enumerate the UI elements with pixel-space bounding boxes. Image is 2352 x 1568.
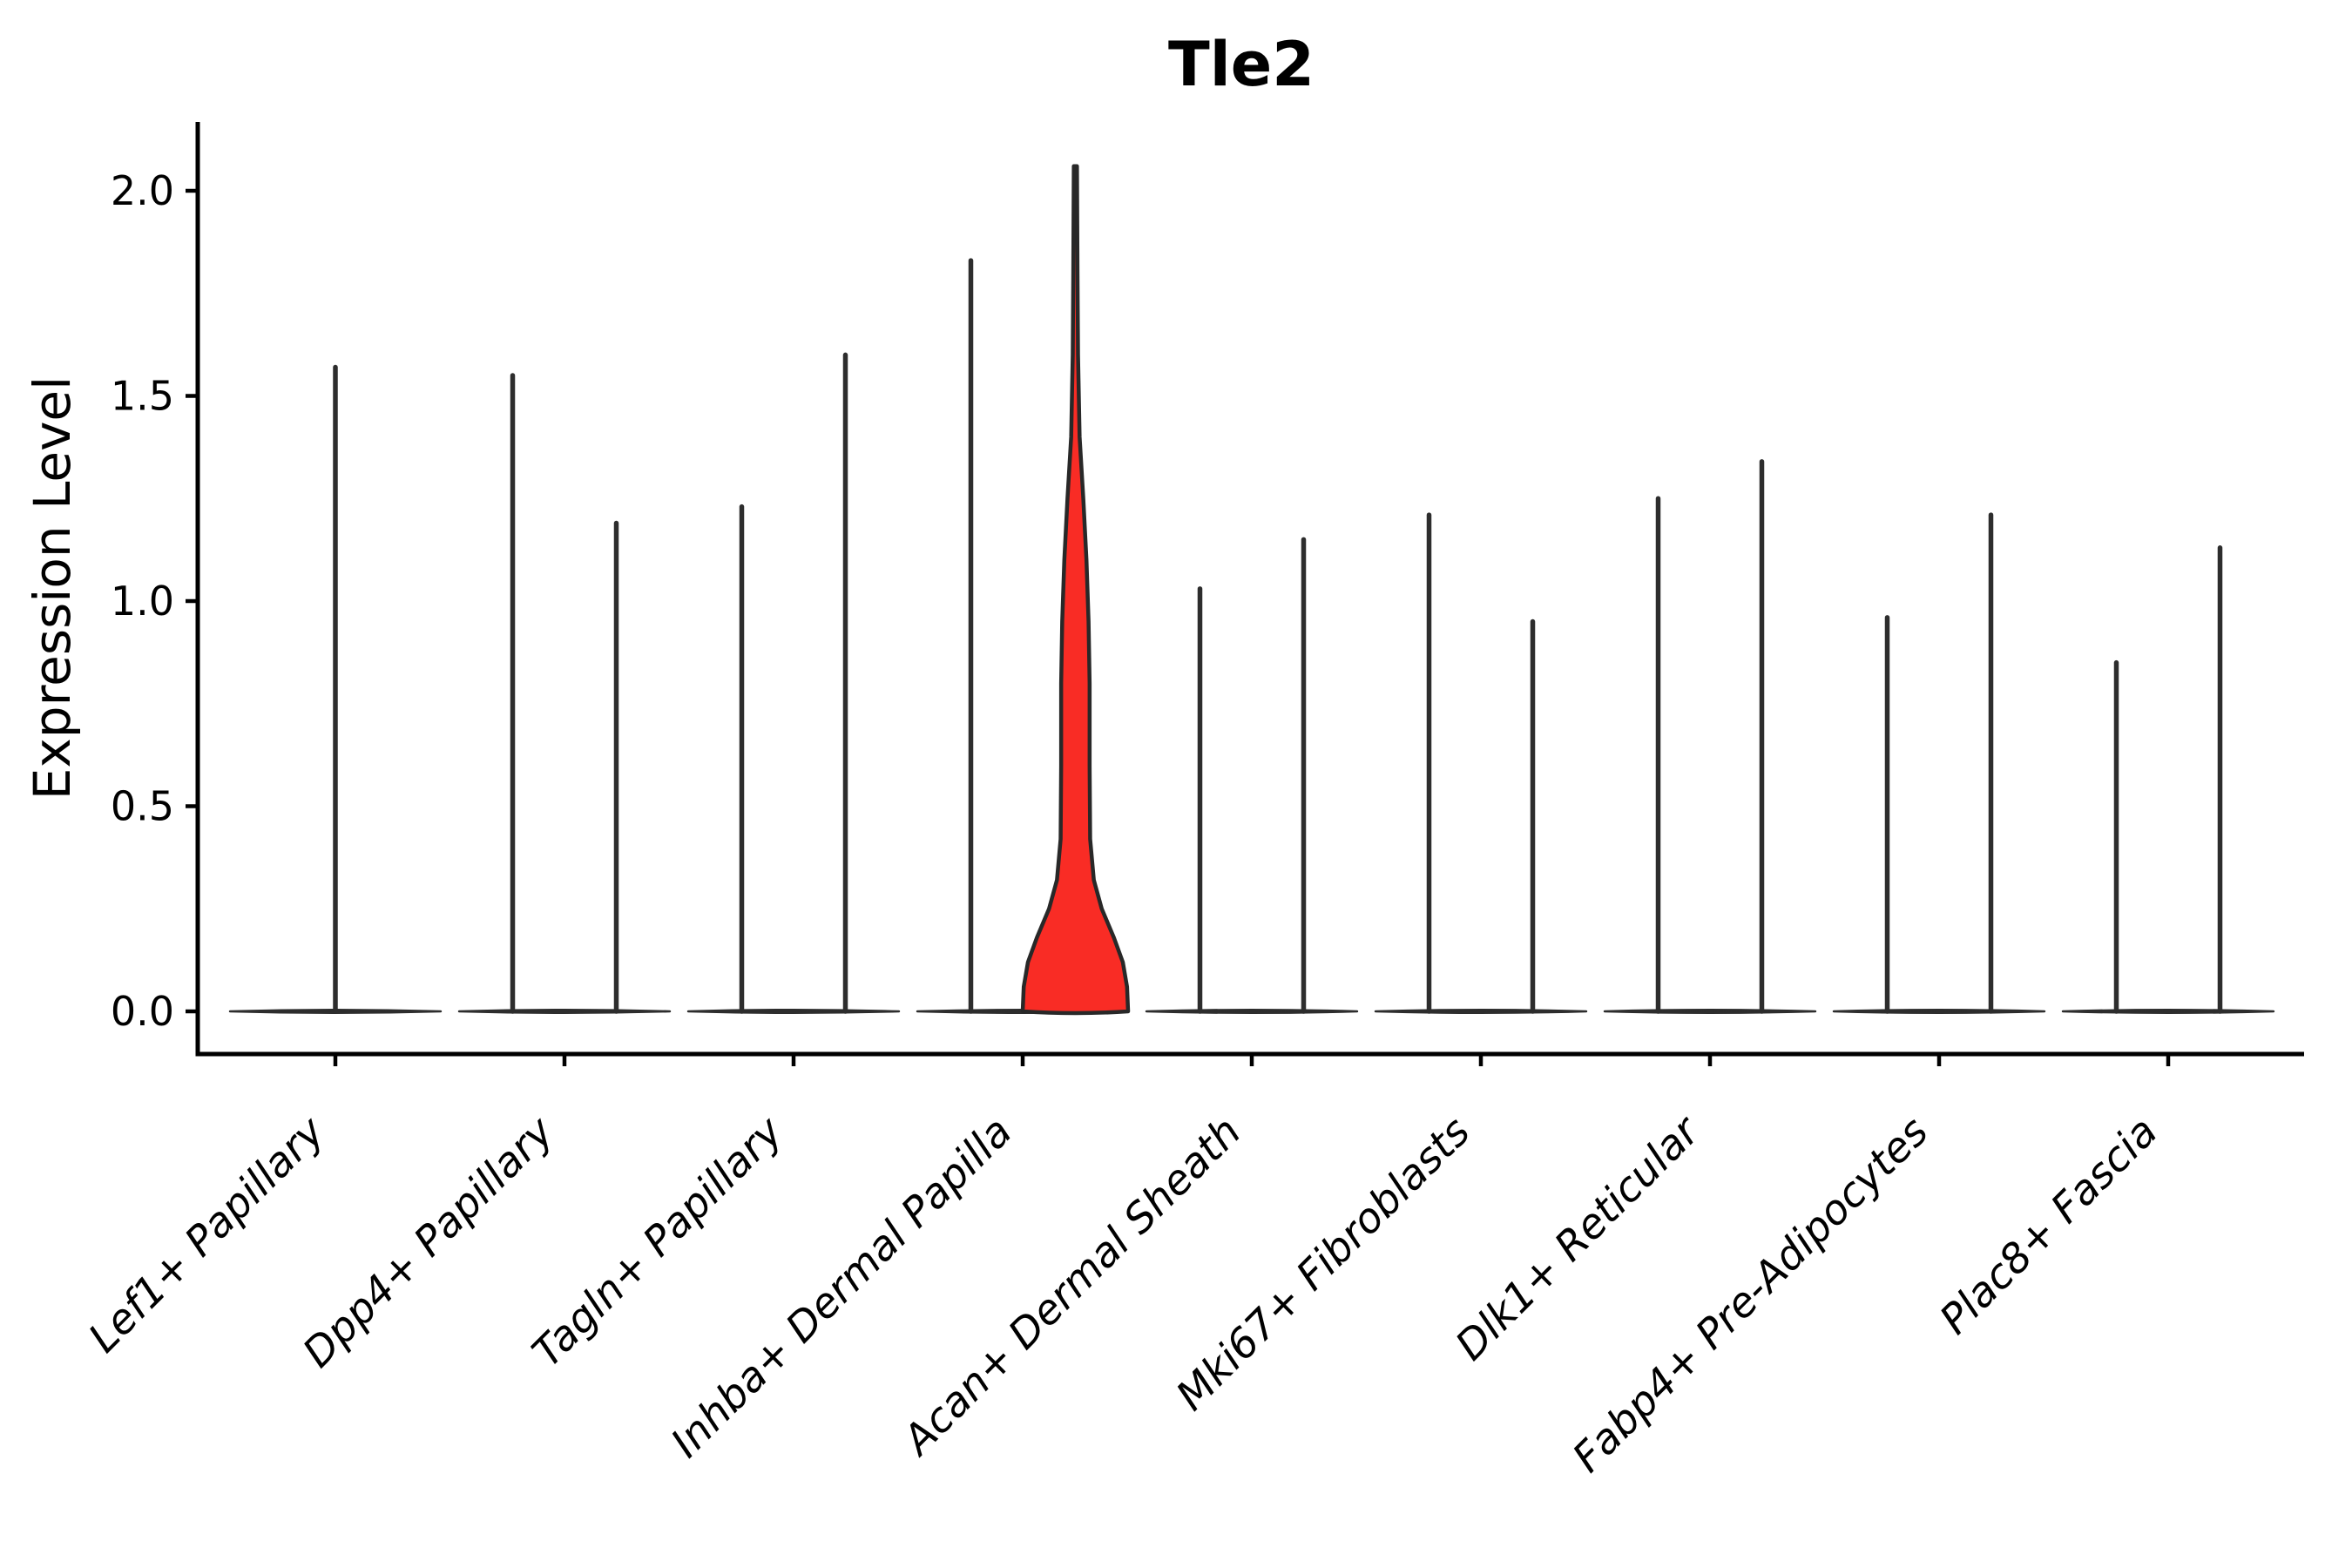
y-tick-label: 2.0 [111, 167, 174, 214]
highlight-violin [1020, 164, 1131, 1016]
violin-base [686, 1009, 901, 1014]
violin-base [1374, 1009, 1588, 1014]
x-tick-label: Dlk1+ Reticular [1447, 1106, 1711, 1370]
violin-base [457, 1009, 672, 1014]
y-axis-label: Expression Level [23, 376, 82, 800]
y-tick-label: 1.0 [111, 578, 174, 625]
y-tick-label: 0.0 [111, 988, 174, 1035]
chart-title: Tle2 [1168, 29, 1315, 100]
y-tick-label: 0.5 [111, 783, 174, 830]
x-tick-label: Plac8+ Fascia [1930, 1108, 2166, 1344]
violin-base [1832, 1009, 2046, 1014]
violin-base [2061, 1009, 2275, 1014]
x-tick-label: Dpp4+ Papillary [294, 1107, 564, 1377]
violin-group [228, 164, 2275, 1016]
x-tick-label: Lef1+ Papillary [79, 1107, 335, 1362]
violin-base [1603, 1009, 1817, 1014]
x-tick-label: Tagln+ Papillary [524, 1107, 794, 1377]
y-tick-label: 1.5 [111, 373, 174, 420]
y-tick-group: 0.0 0.5 1.0 1.5 2.0 [111, 167, 198, 1035]
violin-base [1145, 1009, 1359, 1014]
